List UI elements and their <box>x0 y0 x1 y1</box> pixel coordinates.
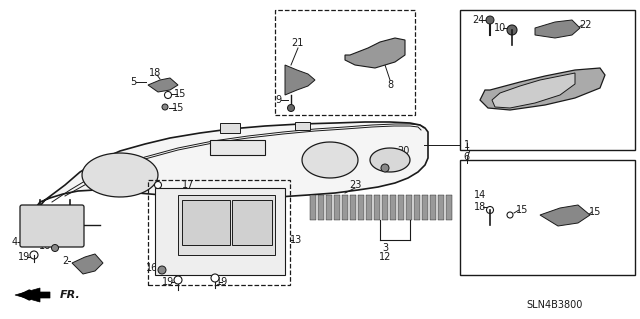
Circle shape <box>162 104 168 110</box>
Polygon shape <box>310 195 316 220</box>
Polygon shape <box>446 195 452 220</box>
Polygon shape <box>390 195 396 220</box>
Bar <box>155 188 285 275</box>
Bar <box>220 123 240 133</box>
Bar <box>275 10 415 115</box>
Polygon shape <box>382 195 388 220</box>
Text: SLN4B3800: SLN4B3800 <box>527 300 583 310</box>
Polygon shape <box>326 195 332 220</box>
Text: 21: 21 <box>291 38 303 48</box>
Text: 19: 19 <box>18 252 30 262</box>
Text: 8: 8 <box>387 80 393 90</box>
Polygon shape <box>540 205 590 226</box>
Circle shape <box>381 164 389 172</box>
Text: 18: 18 <box>149 68 161 78</box>
Polygon shape <box>398 195 404 220</box>
FancyBboxPatch shape <box>20 205 84 247</box>
Polygon shape <box>285 65 315 95</box>
Bar <box>210 140 265 155</box>
Text: 14: 14 <box>474 190 486 200</box>
Polygon shape <box>37 122 428 206</box>
Text: 22: 22 <box>579 20 591 30</box>
Bar <box>148 180 290 285</box>
Circle shape <box>211 274 219 282</box>
Text: 23: 23 <box>349 180 361 190</box>
Text: 12: 12 <box>379 252 391 262</box>
Text: 9: 9 <box>275 95 281 105</box>
Polygon shape <box>358 195 364 220</box>
Polygon shape <box>366 195 372 220</box>
Text: 18: 18 <box>474 202 486 212</box>
Circle shape <box>164 92 172 99</box>
Polygon shape <box>374 195 380 220</box>
Bar <box>178 195 275 255</box>
Text: FR.: FR. <box>60 290 81 300</box>
Polygon shape <box>414 195 420 220</box>
Polygon shape <box>350 195 356 220</box>
Polygon shape <box>345 38 405 68</box>
Text: 17: 17 <box>182 180 194 190</box>
Text: 19: 19 <box>162 277 174 287</box>
Polygon shape <box>480 68 605 110</box>
Polygon shape <box>302 142 358 178</box>
Circle shape <box>51 244 58 251</box>
Bar <box>182 200 230 245</box>
Polygon shape <box>406 195 412 220</box>
Text: 16: 16 <box>39 241 51 251</box>
Text: 6: 6 <box>463 152 469 162</box>
Text: 20: 20 <box>397 146 409 156</box>
Text: 24: 24 <box>472 15 484 25</box>
Polygon shape <box>430 195 436 220</box>
Polygon shape <box>318 195 324 220</box>
Polygon shape <box>334 195 340 220</box>
Text: 3: 3 <box>382 243 388 253</box>
Text: 2: 2 <box>62 256 68 266</box>
Polygon shape <box>148 78 178 92</box>
Text: 19: 19 <box>216 277 228 287</box>
Circle shape <box>486 206 493 213</box>
Polygon shape <box>438 195 444 220</box>
Circle shape <box>30 251 38 259</box>
Text: 10: 10 <box>494 23 506 33</box>
Bar <box>232 200 272 245</box>
Polygon shape <box>370 148 410 172</box>
Circle shape <box>158 266 166 274</box>
Bar <box>295 122 310 130</box>
Polygon shape <box>535 20 580 38</box>
Text: 15: 15 <box>516 205 528 215</box>
Text: 15: 15 <box>589 207 601 217</box>
Polygon shape <box>422 195 428 220</box>
Bar <box>460 160 635 275</box>
Text: 16: 16 <box>146 263 158 273</box>
Text: 1: 1 <box>464 140 470 150</box>
Polygon shape <box>492 73 575 108</box>
Text: 4: 4 <box>12 237 18 247</box>
Text: 15: 15 <box>174 89 186 99</box>
Text: 15: 15 <box>172 103 184 113</box>
Polygon shape <box>342 195 348 220</box>
Polygon shape <box>72 254 103 274</box>
Text: 5: 5 <box>130 77 136 87</box>
Text: 11: 11 <box>142 177 154 187</box>
Circle shape <box>507 212 513 218</box>
Circle shape <box>507 25 517 35</box>
Circle shape <box>154 182 161 189</box>
Polygon shape <box>82 153 158 197</box>
Circle shape <box>174 276 182 284</box>
Circle shape <box>486 16 494 24</box>
Circle shape <box>287 105 294 112</box>
Bar <box>460 10 635 150</box>
Polygon shape <box>15 288 50 302</box>
Text: 7: 7 <box>464 150 470 160</box>
Text: 13: 13 <box>290 235 302 245</box>
